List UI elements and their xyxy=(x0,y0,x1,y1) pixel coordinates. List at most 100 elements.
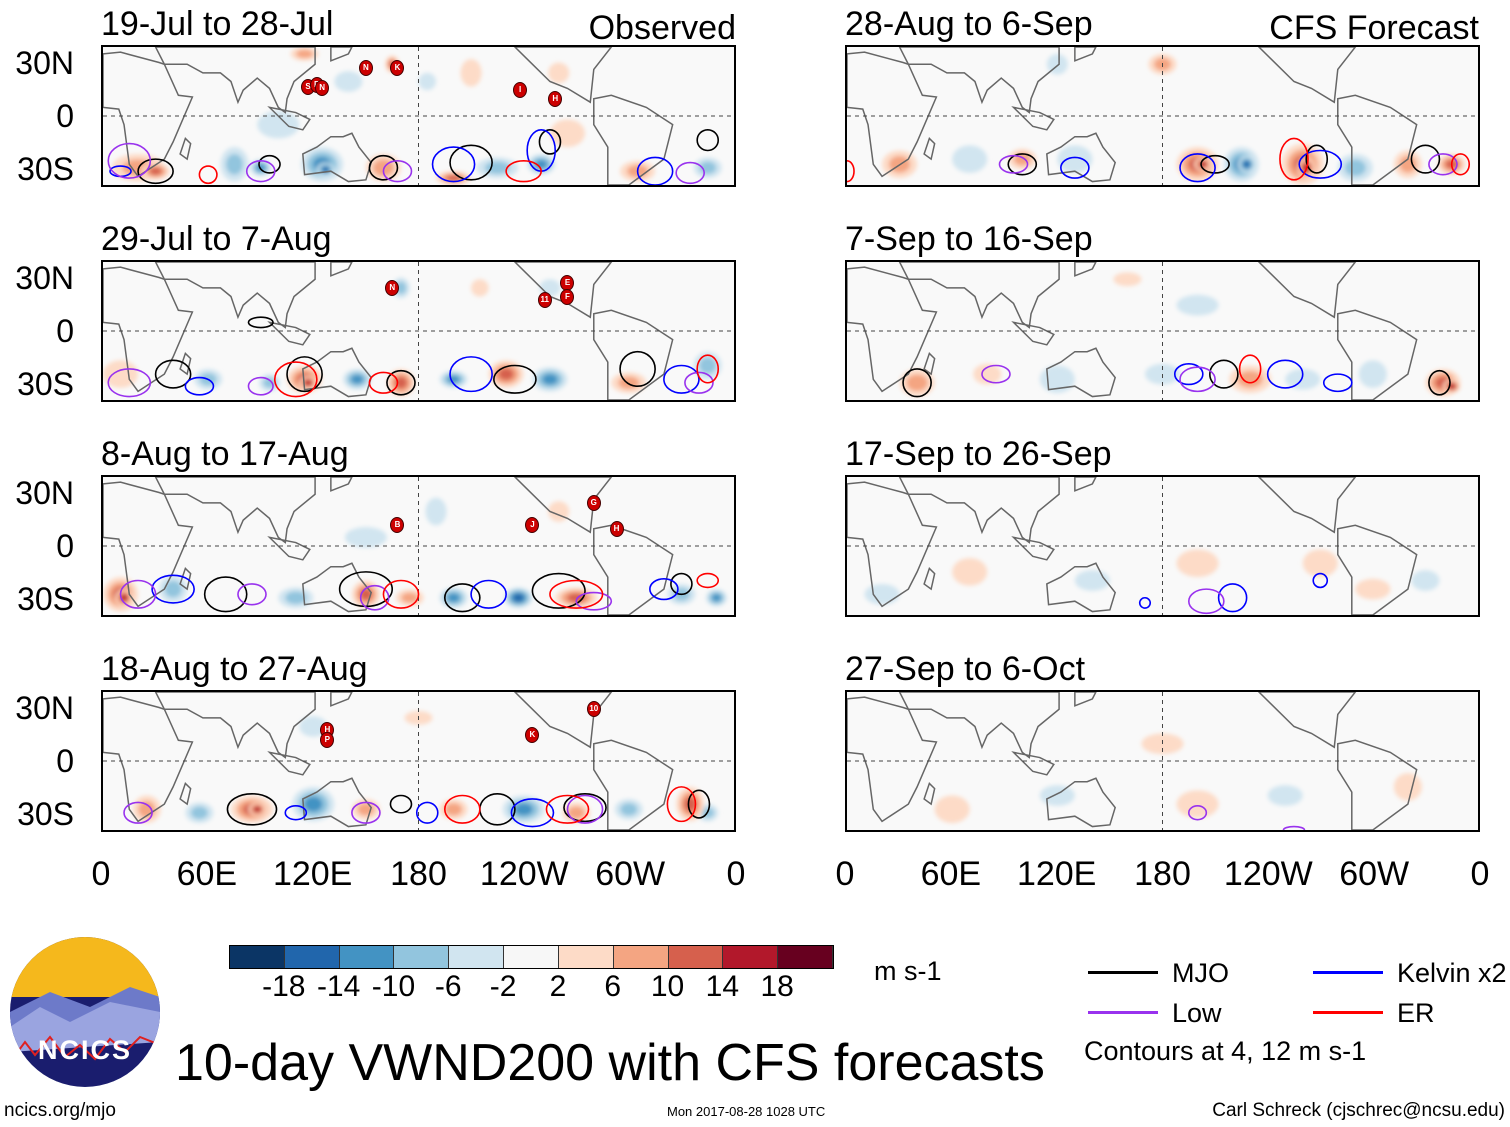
colorbar-swatch xyxy=(504,946,559,968)
er-contour xyxy=(275,362,317,397)
anomaly-shading xyxy=(513,594,524,602)
mjo-contour xyxy=(903,369,931,397)
anomaly-shading xyxy=(1057,145,1093,173)
mjo-contour xyxy=(205,577,247,612)
anomaly-shading xyxy=(548,62,570,84)
anomaly-shading xyxy=(542,374,558,385)
tropical-cyclone-icon: P xyxy=(320,732,335,749)
er-contour xyxy=(383,581,418,609)
anomaly-shading xyxy=(103,360,139,388)
tropical-cyclone-icon: N xyxy=(385,279,400,296)
panel-title: 28-Aug to 6-Sep xyxy=(845,5,1093,43)
lon-label: 120E xyxy=(1016,855,1097,893)
lon-label: 60E xyxy=(920,855,982,893)
low-contour xyxy=(1180,367,1215,391)
mjo-contour xyxy=(248,317,273,327)
panel-title: 27-Sep to 6-Oct xyxy=(845,650,1086,688)
coastline xyxy=(303,778,371,826)
anomaly-shading xyxy=(1237,371,1263,388)
coastline xyxy=(1259,692,1355,747)
anomaly-shading xyxy=(1285,368,1321,390)
anomaly-shading xyxy=(711,594,721,602)
contour-note: Contours at 4, 12 m s-1 xyxy=(1084,1036,1367,1066)
anomaly-shading xyxy=(567,806,585,819)
kelvin-contour xyxy=(1180,154,1215,182)
anomaly-shading xyxy=(1302,549,1338,578)
figure-title: 10-day VWND200 with CFS forecasts xyxy=(175,1034,1045,1092)
coastline xyxy=(303,348,371,396)
coastline xyxy=(1338,740,1417,830)
coastline xyxy=(1047,563,1115,611)
lat-label: 0 xyxy=(56,313,74,349)
coastline xyxy=(156,692,316,758)
low-contour xyxy=(567,796,602,824)
colorbar-swatch xyxy=(394,946,450,968)
low-contour xyxy=(121,581,156,609)
mjo-contour xyxy=(156,360,191,388)
anomaly-shading xyxy=(164,580,182,598)
kelvin-contour xyxy=(152,575,194,603)
anomaly-shading xyxy=(254,807,261,812)
low-contour xyxy=(361,586,389,610)
lon-label: 60E xyxy=(176,855,238,893)
coastline xyxy=(303,133,371,181)
colorbar-tick: 14 xyxy=(705,970,740,1003)
coastline xyxy=(847,482,936,606)
anomaly-shading xyxy=(1243,161,1250,168)
kelvin-contour xyxy=(511,799,553,827)
legend-line xyxy=(1088,1011,1158,1014)
tropical-cyclone-icon: B xyxy=(390,517,405,534)
anomaly-shading xyxy=(418,72,437,91)
mjo-contour xyxy=(387,371,415,395)
er-contour xyxy=(369,372,397,393)
tropical-cyclone-icon: F xyxy=(560,288,575,305)
lat-label: 30N xyxy=(15,260,74,296)
kelvin-contour xyxy=(650,579,678,600)
forecast-label: CFS Forecast xyxy=(1269,9,1479,47)
colorbar-tick: 6 xyxy=(604,970,622,1003)
kelvin-contour xyxy=(638,157,673,185)
anomaly-shading xyxy=(425,497,447,526)
coastline xyxy=(900,477,1060,543)
coastline xyxy=(156,47,316,113)
legend-label: Low xyxy=(1172,998,1222,1028)
anomaly-shading xyxy=(351,374,364,384)
colorbar-swatch xyxy=(230,946,285,968)
anomaly-shading xyxy=(1113,272,1142,287)
lon-label: 180 xyxy=(390,855,447,893)
panel-title: 19-Jul to 28-Jul xyxy=(101,5,334,43)
mjo-contour xyxy=(227,794,276,825)
anomaly-shading xyxy=(864,583,900,605)
kelvin-contour xyxy=(1324,374,1352,391)
tropical-cyclone-icon: H xyxy=(548,90,563,107)
colorbar-tick: -14 xyxy=(316,970,361,1003)
coastline xyxy=(1259,477,1355,532)
anomaly-shading xyxy=(1039,785,1075,806)
coastline xyxy=(303,563,371,611)
coastline xyxy=(103,52,192,176)
source-url[interactable]: ncics.org/mjo xyxy=(4,1100,116,1121)
coastline xyxy=(1075,477,1096,491)
tropical-cyclone-icon: J xyxy=(525,517,540,534)
anomaly-shading xyxy=(952,558,988,586)
map-panel xyxy=(845,45,1480,187)
anomaly-shading xyxy=(263,377,276,388)
legend-label: MJO xyxy=(1172,958,1229,988)
coastline xyxy=(103,267,192,391)
observed-label: Observed xyxy=(588,9,736,47)
coastline xyxy=(270,107,310,129)
coastline xyxy=(900,262,1060,328)
map-panel: SRNNKIH xyxy=(101,45,736,187)
coastline xyxy=(1014,752,1054,774)
anomaly-shading xyxy=(121,594,127,601)
colorbar-tick: -10 xyxy=(371,970,416,1003)
lon-label: 60W xyxy=(595,855,666,893)
panel-title: 29-Jul to 7-Aug xyxy=(101,220,332,258)
coastline xyxy=(1338,310,1417,400)
mjo-contour xyxy=(1008,154,1036,175)
coastline xyxy=(103,482,192,606)
low-contour xyxy=(383,161,411,182)
anomaly-shading xyxy=(484,161,510,174)
coastline xyxy=(1259,47,1355,102)
